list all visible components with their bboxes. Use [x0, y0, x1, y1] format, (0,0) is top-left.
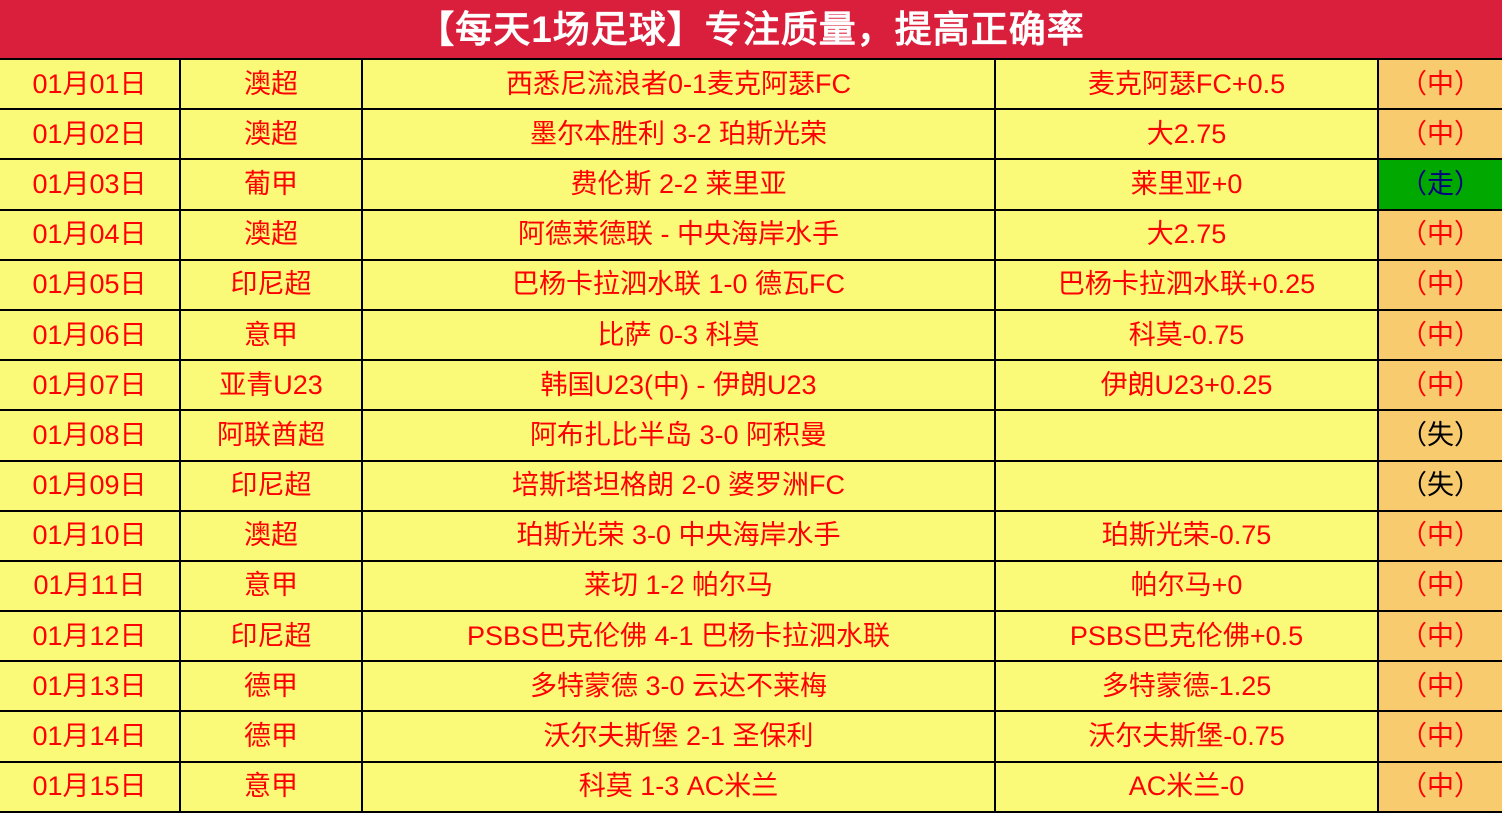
table-row: 01月05日 印尼超 巴杨卡拉泗水联 1-0 德瓦FC 巴杨卡拉泗水联+0.25 （中）	[0, 258, 1502, 310]
cell-match: 费伦斯 2-2 莱里亚	[362, 158, 996, 210]
cell-league: 印尼超	[180, 258, 363, 310]
table-row: 01月13日 德甲 多特蒙德 3-0 云达不莱梅 多特蒙德-1.25 （中）	[0, 660, 1502, 712]
table-row: 01月03日 葡甲 费伦斯 2-2 莱里亚 莱里亚+0 （走）	[0, 158, 1502, 210]
cell-result: （中）	[1378, 57, 1502, 110]
cell-result: （失）	[1378, 409, 1502, 461]
cell-match: 莱切 1-2 帕尔马	[362, 559, 996, 612]
cell-league: 葡甲	[180, 158, 363, 210]
cell-date: 01月10日	[0, 509, 181, 561]
table-row: 01月07日 亚青U23 韩国U23(中) - 伊朗U23 伊朗U23+0.25 （中）	[0, 359, 1502, 411]
cell-date: 01月05日	[0, 258, 181, 310]
cell-match: 墨尔本胜利 3-2 珀斯光荣	[362, 108, 996, 160]
cell-league: 阿联酋超	[180, 409, 363, 461]
cell-league: 澳超	[180, 509, 363, 561]
table-row: 01月06日 意甲 比萨 0-3 科莫 科莫-0.75 （中）	[0, 308, 1502, 361]
table-row: 01月04日 澳超 阿德莱德联 - 中央海岸水手 大2.75 （中）	[0, 208, 1502, 260]
cell-date: 01月01日	[0, 57, 181, 110]
cell-match: 韩国U23(中) - 伊朗U23	[362, 359, 996, 411]
table-row: 01月10日 澳超 珀斯光荣 3-0 中央海岸水手 珀斯光荣-0.75 （中）	[0, 509, 1502, 561]
cell-league: 意甲	[180, 308, 363, 361]
cell-match: 阿德莱德联 - 中央海岸水手	[362, 208, 996, 260]
table-row: 01月02日 澳超 墨尔本胜利 3-2 珀斯光荣 大2.75 （中）	[0, 108, 1502, 160]
cell-date: 01月12日	[0, 610, 181, 662]
cell-match: 沃尔夫斯堡 2-1 圣保利	[362, 710, 996, 762]
table-body: 01月01日 澳超 西悉尼流浪者0-1麦克阿瑟FC 麦克阿瑟FC+0.5 （中） 01月0…	[0, 57, 1502, 813]
table-row: 01月08日 阿联酋超 阿布扎比半岛 3-0 阿积曼 （失）	[0, 409, 1502, 461]
page-title: 【每天1场足球】专注质量，提高正确率	[417, 8, 1085, 50]
cell-date: 01月04日	[0, 208, 181, 260]
cell-league: 澳超	[180, 208, 363, 260]
table-row: 01月14日 德甲 沃尔夫斯堡 2-1 圣保利 沃尔夫斯堡-0.75 （中）	[0, 710, 1502, 762]
cell-match: 阿布扎比半岛 3-0 阿积曼	[362, 409, 996, 461]
cell-handicap: 巴杨卡拉泗水联+0.25	[995, 258, 1379, 310]
cell-match: 巴杨卡拉泗水联 1-0 德瓦FC	[362, 258, 996, 310]
cell-handicap: 科莫-0.75	[995, 308, 1379, 361]
cell-result: （中）	[1378, 108, 1502, 160]
cell-handicap: AC米兰-0	[995, 760, 1379, 813]
cell-result: （中）	[1378, 208, 1502, 260]
header-banner: 【每天1场足球】专注质量，提高正确率	[0, 0, 1502, 58]
cell-league: 澳超	[180, 108, 363, 160]
cell-date: 01月14日	[0, 710, 181, 762]
cell-result: （走）	[1378, 158, 1502, 210]
cell-result: （中）	[1378, 760, 1502, 813]
cell-handicap: 大2.75	[995, 108, 1379, 160]
cell-match: 西悉尼流浪者0-1麦克阿瑟FC	[362, 57, 996, 110]
cell-handicap: 莱里亚+0	[995, 158, 1379, 210]
cell-handicap: 大2.75	[995, 208, 1379, 260]
cell-league: 德甲	[180, 710, 363, 762]
cell-match: PSBS巴克伦佛 4-1 巴杨卡拉泗水联	[362, 610, 996, 662]
cell-date: 01月09日	[0, 459, 181, 511]
cell-handicap	[995, 459, 1379, 511]
cell-league: 亚青U23	[180, 359, 363, 411]
cell-result: （中）	[1378, 258, 1502, 310]
cell-handicap: 多特蒙德-1.25	[995, 660, 1379, 712]
table-row: 01月01日 澳超 西悉尼流浪者0-1麦克阿瑟FC 麦克阿瑟FC+0.5 （中）	[0, 57, 1502, 110]
cell-result: （中）	[1378, 509, 1502, 561]
cell-league: 意甲	[180, 760, 363, 813]
cell-league: 澳超	[180, 57, 363, 110]
cell-result: （中）	[1378, 660, 1502, 712]
cell-league: 意甲	[180, 559, 363, 612]
table-row: 01月09日 印尼超 培斯塔坦格朗 2-0 婆罗洲FC （失）	[0, 459, 1502, 511]
cell-match: 比萨 0-3 科莫	[362, 308, 996, 361]
cell-result: （中）	[1378, 559, 1502, 612]
cell-handicap: 沃尔夫斯堡-0.75	[995, 710, 1379, 762]
cell-date: 01月13日	[0, 660, 181, 712]
cell-result: （中）	[1378, 610, 1502, 662]
cell-match: 培斯塔坦格朗 2-0 婆罗洲FC	[362, 459, 996, 511]
table-row: 01月11日 意甲 莱切 1-2 帕尔马 帕尔马+0 （中）	[0, 559, 1502, 612]
cell-date: 01月11日	[0, 559, 181, 612]
cell-handicap: 珀斯光荣-0.75	[995, 509, 1379, 561]
cell-result: （失）	[1378, 459, 1502, 511]
table-row: 01月15日 意甲 科莫 1-3 AC米兰 AC米兰-0 （中）	[0, 760, 1502, 813]
cell-handicap: 帕尔马+0	[995, 559, 1379, 612]
cell-handicap: 麦克阿瑟FC+0.5	[995, 57, 1379, 110]
cell-date: 01月15日	[0, 760, 181, 813]
cell-match: 科莫 1-3 AC米兰	[362, 760, 996, 813]
cell-result: （中）	[1378, 359, 1502, 411]
table-row: 01月12日 印尼超 PSBS巴克伦佛 4-1 巴杨卡拉泗水联 PSBS巴克伦佛+0.…	[0, 610, 1502, 662]
cell-league: 印尼超	[180, 610, 363, 662]
cell-date: 01月06日	[0, 308, 181, 361]
predictions-table: 01月01日 澳超 西悉尼流浪者0-1麦克阿瑟FC 麦克阿瑟FC+0.5 （中） 01月0…	[0, 57, 1502, 813]
cell-handicap: 伊朗U23+0.25	[995, 359, 1379, 411]
cell-date: 01月07日	[0, 359, 181, 411]
cell-league: 印尼超	[180, 459, 363, 511]
cell-date: 01月03日	[0, 158, 181, 210]
cell-handicap: PSBS巴克伦佛+0.5	[995, 610, 1379, 662]
cell-match: 珀斯光荣 3-0 中央海岸水手	[362, 509, 996, 561]
cell-date: 01月02日	[0, 108, 181, 160]
cell-league: 德甲	[180, 660, 363, 712]
cell-handicap	[995, 409, 1379, 461]
cell-match: 多特蒙德 3-0 云达不莱梅	[362, 660, 996, 712]
cell-date: 01月08日	[0, 409, 181, 461]
cell-result: （中）	[1378, 710, 1502, 762]
cell-result: （中）	[1378, 308, 1502, 361]
